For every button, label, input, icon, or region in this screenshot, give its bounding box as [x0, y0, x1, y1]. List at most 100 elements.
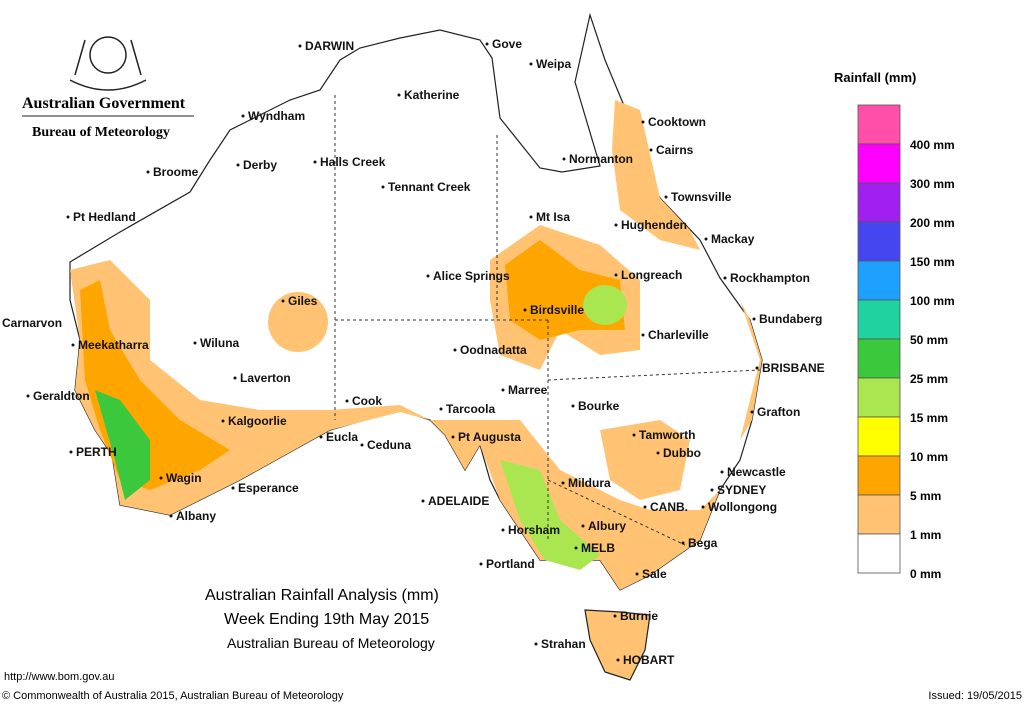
place-label: Meekatharra: [78, 338, 149, 352]
title-line: Australian Rainfall Analysis (mm): [205, 587, 439, 604]
place-dot: [485, 42, 489, 46]
place-label: DARWIN: [305, 39, 354, 53]
place-dot: [453, 348, 457, 352]
legend-label: 10 mm: [910, 450, 948, 464]
place-label: Eucla: [326, 430, 358, 444]
rain-qld-coast: [612, 100, 700, 250]
place-dot: [632, 433, 636, 437]
legend-label: 25 mm: [910, 372, 948, 386]
rain-south: [430, 300, 762, 590]
place-dot: [649, 148, 653, 152]
place-label: Longreach: [621, 268, 682, 282]
place-dot: [146, 170, 150, 174]
place-label: Tamworth: [639, 428, 695, 442]
place-label: Dubbo: [663, 446, 701, 460]
place-label: Bundaberg: [759, 312, 822, 326]
place-label: Katherine: [404, 88, 460, 102]
place-label: Wollongong: [708, 500, 777, 514]
place-label: Kalgoorlie: [228, 414, 287, 428]
place-label: Oodnadatta: [460, 343, 527, 357]
legend-label: 200 mm: [910, 216, 955, 230]
place-dot: [562, 157, 566, 161]
place-dot: [755, 366, 759, 370]
place-dot: [479, 562, 483, 566]
legend-swatch: [857, 338, 901, 379]
place-dot: [69, 450, 73, 454]
place-dot: [169, 514, 173, 518]
place-label: Wagin: [166, 471, 202, 485]
place-label: PERTH: [76, 445, 117, 459]
legend-swatch: [857, 455, 901, 496]
place-label: Portland: [486, 557, 535, 571]
place-label: Grafton: [757, 405, 800, 419]
place-dot: [571, 404, 575, 408]
place-dot: [421, 499, 425, 503]
place-label: Esperance: [238, 481, 299, 495]
place-label: HOBART: [623, 653, 675, 667]
place-label: Strahan: [541, 637, 586, 651]
place-dot: [704, 237, 708, 241]
place-dot: [360, 443, 364, 447]
place-dot: [529, 62, 533, 66]
place-label: Mildura: [568, 476, 611, 490]
legend-swatch: [857, 143, 901, 184]
place-dot: [643, 505, 647, 509]
place-dot: [529, 215, 533, 219]
place-label: Townsville: [671, 190, 732, 204]
place-dot: [635, 572, 639, 576]
place-label: Alice Springs: [433, 269, 510, 283]
place-label: Laverton: [240, 371, 291, 385]
place-dot: [233, 376, 237, 380]
place-label: Halls Creek: [320, 155, 386, 169]
url: http://www.bom.gov.au: [4, 671, 114, 683]
place-dot: [451, 435, 455, 439]
place-dot: [656, 451, 660, 455]
place-label: Cooktown: [648, 115, 706, 129]
place-dot: [298, 44, 302, 48]
place-dot: [159, 476, 163, 480]
place-dot: [614, 223, 618, 227]
place-dot: [614, 273, 618, 277]
place-label: Bega: [688, 536, 718, 550]
rain-giles: [268, 292, 328, 352]
place-labels: DARWIN Gove Weipa Katherine Wyndham Cooktown C…: [2, 37, 825, 667]
place-label: Albury: [588, 519, 626, 533]
bureau: Bureau of Meteorology: [32, 125, 170, 140]
place-dot: [426, 274, 430, 278]
place-dot: [723, 276, 727, 280]
place-dot: [397, 93, 401, 97]
legend-label: 300 mm: [910, 177, 955, 191]
legend-label: 15 mm: [910, 411, 948, 425]
place-label: CANB.: [650, 500, 688, 514]
place-label: Bourke: [578, 399, 620, 413]
place-label: Marree: [508, 383, 548, 397]
rain-south-green: [500, 460, 600, 570]
legend-swatch: [857, 377, 901, 418]
place-label: Hughenden: [621, 218, 687, 232]
place-label: MELB: [581, 541, 615, 555]
place-label: Cairns: [656, 143, 694, 157]
place-dot: [561, 481, 565, 485]
legend-label: 50 mm: [910, 333, 948, 347]
place-label: Broome: [153, 165, 199, 179]
place-label: Rockhampton: [730, 271, 810, 285]
place-label: Ceduna: [367, 438, 411, 452]
place-label: Albany: [176, 509, 216, 523]
legend-swatch: [857, 104, 901, 145]
title-line: Week Ending 19th May 2015: [224, 611, 429, 628]
legend-swatch: [857, 299, 901, 340]
legend-label: 150 mm: [910, 255, 955, 269]
place-dot: [66, 215, 70, 219]
place-label: Wiluna: [200, 336, 240, 350]
legend: 400 mm 300 mm 200 mm 150 mm 100 mm 50 mm 25 mm…: [857, 104, 955, 581]
place-label: Gove: [492, 37, 522, 51]
landmass: [69, 12, 763, 681]
place-label: Normanton: [569, 152, 633, 166]
copyright: © Commonwealth of Australia 2015, Austra…: [2, 690, 344, 702]
place-label: BRISBANE: [762, 361, 825, 375]
place-label: Burnie: [620, 609, 658, 623]
rain-longreach: [583, 285, 627, 325]
place-dot: [664, 195, 668, 199]
place-label: Sale: [642, 567, 667, 581]
